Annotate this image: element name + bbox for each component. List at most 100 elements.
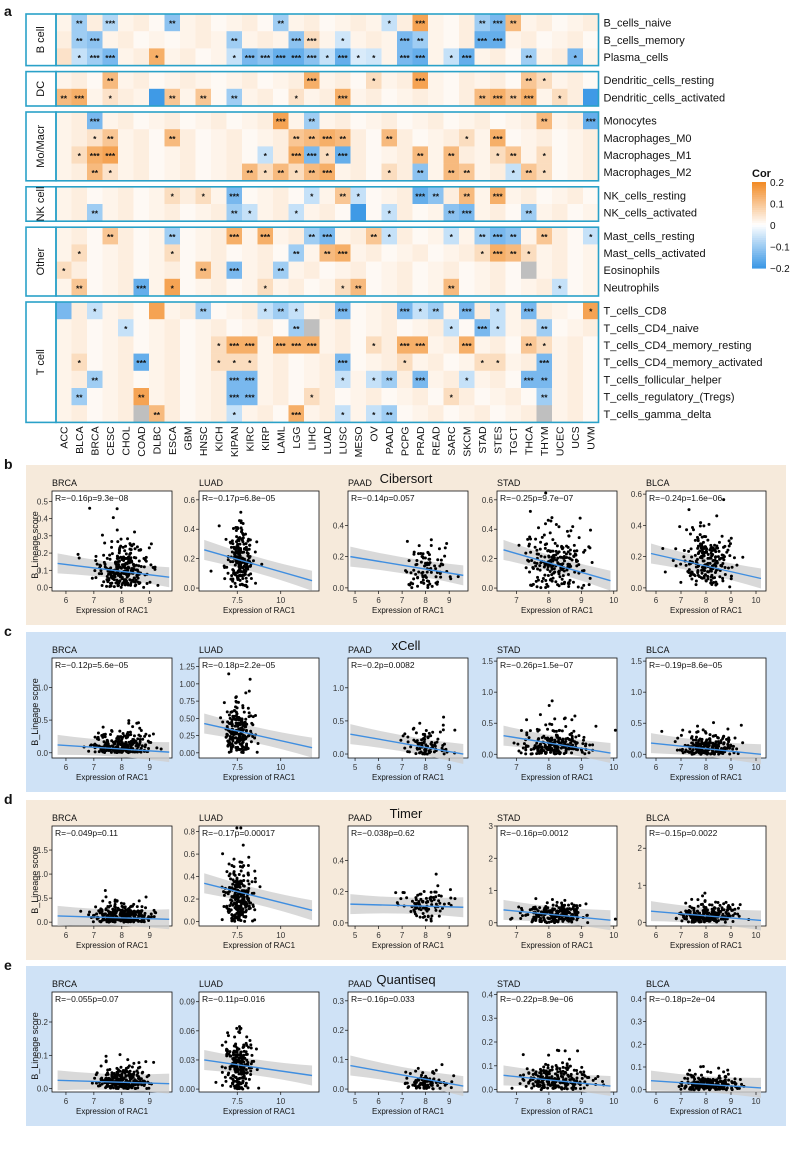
data-point [420, 738, 424, 742]
data-point [247, 882, 251, 886]
data-point [147, 734, 151, 738]
data-point [106, 1068, 110, 1072]
column-label: PRAD [415, 426, 427, 456]
heatmap-cell [118, 370, 134, 389]
data-point [456, 575, 460, 579]
stat-label: R=−0.055p=0.07 [55, 994, 119, 1004]
heatmap-cell [304, 48, 320, 66]
heatmap-cell [536, 112, 553, 130]
data-point [229, 545, 233, 549]
row-label: T_cells_CD4_memory_resting [604, 340, 752, 352]
data-point [234, 902, 238, 906]
x-tick-label: 8 [547, 763, 552, 772]
significance-label: ** [91, 209, 98, 219]
data-point [242, 874, 246, 878]
data-point [96, 731, 100, 735]
data-point [550, 723, 554, 727]
data-point [255, 750, 259, 754]
heatmap-cell [195, 163, 212, 182]
data-point [686, 909, 690, 913]
data-point [713, 562, 717, 566]
data-point [533, 561, 537, 565]
significance-label: *** [338, 151, 349, 161]
data-point [256, 741, 260, 745]
heatmap-cell [583, 88, 599, 107]
data-point [214, 1080, 218, 1084]
significance-label: * [450, 232, 454, 242]
data-point [238, 573, 242, 577]
heatmap-cell [521, 146, 537, 164]
significance-label: *** [493, 36, 504, 46]
heatmap-cell [118, 302, 134, 320]
data-point [727, 544, 731, 548]
heatmap-cell [319, 48, 336, 66]
heatmap-cell [211, 405, 227, 423]
data-point [570, 734, 574, 738]
heatmap-cell [412, 146, 429, 164]
data-point [735, 747, 739, 751]
heatmap-cell [335, 353, 351, 372]
data-point [710, 903, 714, 907]
heatmap-cell [102, 370, 119, 389]
data-point [711, 576, 715, 580]
column-label: COAD [136, 426, 148, 457]
data-point [580, 586, 584, 590]
data-point [578, 903, 582, 907]
data-point [436, 737, 440, 741]
heatmap-cell [87, 88, 103, 107]
data-point [730, 908, 734, 912]
heatmap-cell [195, 186, 212, 205]
data-point [704, 906, 708, 910]
heatmap-cell [242, 146, 258, 164]
data-point [138, 740, 142, 744]
heatmap-cell [350, 336, 367, 354]
regression-line [650, 910, 762, 922]
data-point [122, 555, 126, 559]
heatmap-cell [474, 388, 491, 406]
data-point [126, 537, 130, 541]
heatmap-cell [490, 244, 506, 262]
data-point [247, 715, 251, 719]
heatmap-cell [56, 186, 72, 205]
data-point [222, 893, 226, 897]
data-point [248, 677, 252, 681]
data-point [527, 559, 531, 563]
data-point [117, 740, 121, 744]
data-point [255, 1068, 259, 1072]
data-point [89, 743, 93, 747]
data-point [258, 885, 262, 889]
column-label: READ [431, 426, 443, 456]
data-point [121, 744, 125, 748]
data-point [708, 733, 712, 737]
data-point [570, 902, 574, 906]
data-point [226, 892, 230, 896]
data-point [566, 550, 570, 554]
heatmap-cell [366, 163, 382, 182]
y-tick-label: 0.3 [37, 532, 49, 541]
data-point [722, 558, 726, 562]
group-label: NK cell [35, 187, 47, 222]
stat-label: R=−0.15p=0.0022 [649, 828, 718, 838]
heatmap-cell [273, 261, 289, 280]
row-label: Neutrophils [604, 282, 660, 294]
heatmap-cell [319, 227, 336, 245]
heatmap-cell [118, 14, 134, 32]
data-point [721, 912, 725, 916]
heatmap-cell [490, 302, 506, 320]
data-point [136, 1086, 140, 1090]
heatmap-cell [428, 405, 444, 423]
data-point [524, 748, 528, 752]
heatmap-cell [195, 261, 212, 280]
heatmap-cell [319, 186, 336, 205]
significance-label: *** [462, 307, 473, 317]
data-point [225, 710, 229, 714]
heatmap-cell [319, 204, 336, 222]
heatmap-cell [71, 31, 88, 49]
data-point [692, 743, 696, 747]
data-point [424, 743, 428, 747]
heatmap-cell [350, 244, 367, 262]
data-point [572, 747, 576, 751]
data-point [561, 919, 565, 923]
heatmap-cell [428, 336, 444, 354]
